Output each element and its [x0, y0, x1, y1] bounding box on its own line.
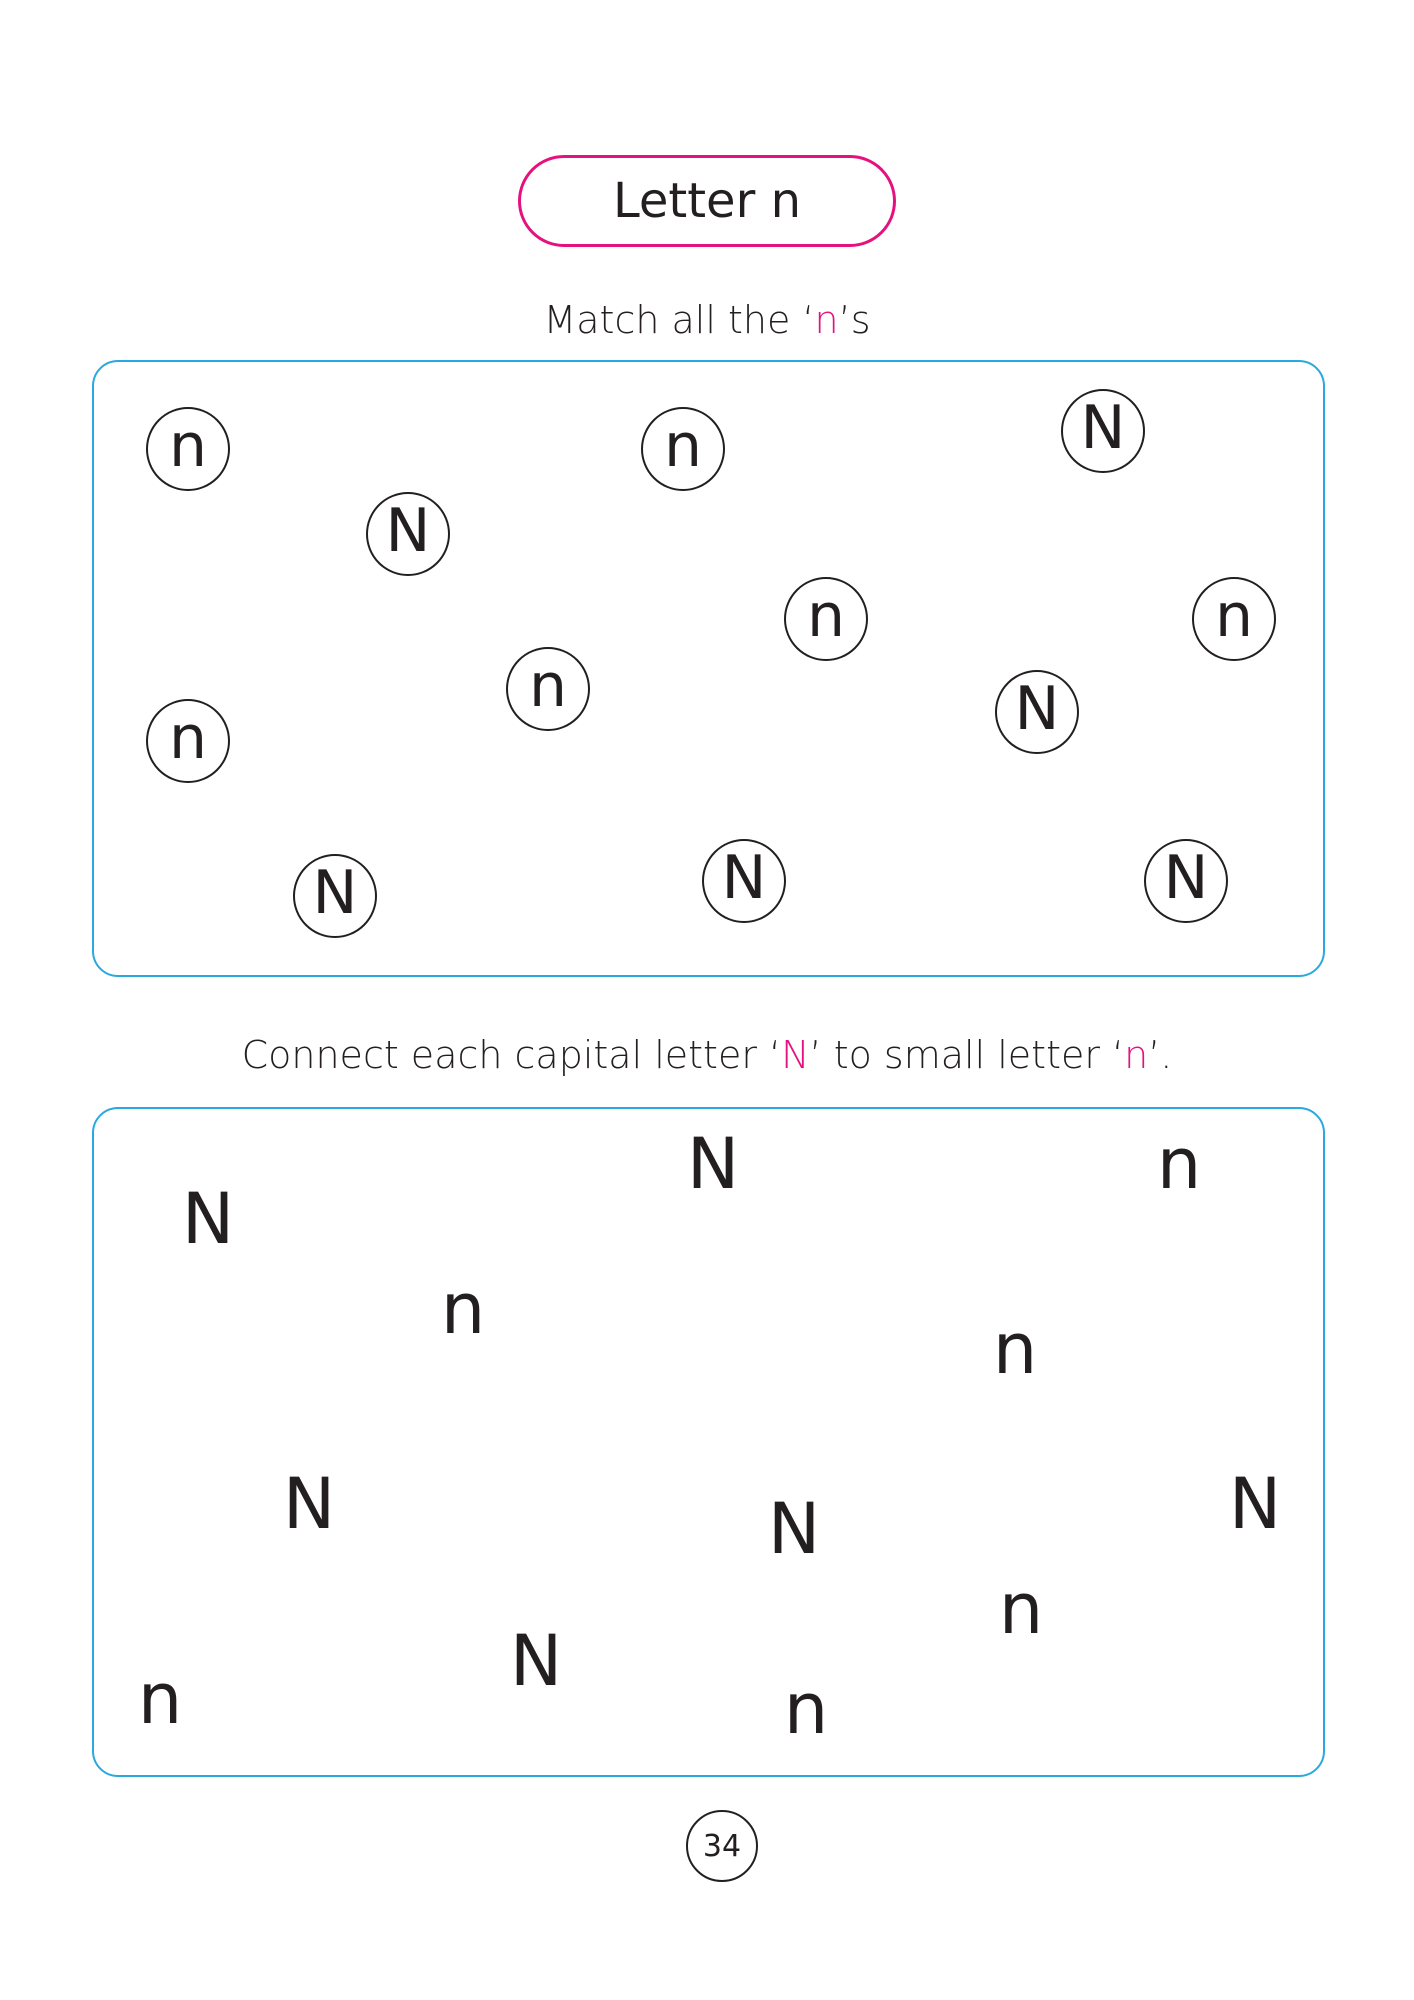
connect-letter[interactable]: N: [181, 1178, 235, 1260]
circled-letter[interactable]: N: [366, 492, 450, 576]
match-letters-panel: n N n N n n n N n N N N: [92, 360, 1325, 977]
connect-letter[interactable]: n: [992, 1308, 1038, 1390]
circled-letter[interactable]: n: [506, 647, 590, 731]
circled-letter[interactable]: n: [1192, 577, 1276, 661]
circled-letter[interactable]: n: [641, 407, 725, 491]
connect-letter[interactable]: n: [137, 1658, 183, 1740]
activity-2-instruction-accent-capital: N: [781, 1033, 810, 1077]
circled-letter[interactable]: N: [702, 839, 786, 923]
circled-letter[interactable]: n: [146, 407, 230, 491]
circled-letter[interactable]: N: [1061, 389, 1145, 473]
circled-letter[interactable]: N: [1144, 839, 1228, 923]
circled-letter[interactable]: N: [995, 670, 1079, 754]
activity-1-instruction-text: Match all the ‘: [543, 298, 815, 342]
connect-letter[interactable]: n: [998, 1568, 1044, 1650]
activity-2-instruction-text: Connect each capital letter ‘: [241, 1033, 782, 1077]
page-number: 34: [686, 1810, 758, 1882]
connect-letter[interactable]: n: [440, 1268, 486, 1350]
connect-letter[interactable]: n: [783, 1668, 829, 1750]
connect-letter[interactable]: n: [1156, 1123, 1202, 1205]
circled-letter[interactable]: n: [146, 699, 230, 783]
activity-2-instruction-text-end: ’.: [1148, 1033, 1173, 1077]
circled-letter[interactable]: N: [293, 854, 377, 938]
activity-2-instruction: Connect each capital letter ‘N’ to small…: [0, 1033, 1414, 1077]
activity-1-instruction: Match all the ‘n’s: [0, 298, 1414, 342]
connect-letter[interactable]: N: [509, 1620, 563, 1702]
connect-letters-panel: N n N n n N N N n N n n: [92, 1107, 1325, 1777]
connect-letter[interactable]: N: [767, 1488, 821, 1570]
connect-letter[interactable]: N: [686, 1123, 740, 1205]
circled-letter[interactable]: n: [784, 577, 868, 661]
activity-1-instruction-text-end: ’s: [838, 298, 871, 342]
connect-letter[interactable]: N: [1228, 1463, 1282, 1545]
activity-2-instruction-text-middle: ’ to small letter ‘: [809, 1033, 1125, 1077]
connect-letter[interactable]: N: [282, 1463, 336, 1545]
activity-1-instruction-accent: n: [814, 298, 839, 342]
page-title: Letter n: [518, 155, 896, 247]
activity-2-instruction-accent-small: n: [1124, 1033, 1149, 1077]
